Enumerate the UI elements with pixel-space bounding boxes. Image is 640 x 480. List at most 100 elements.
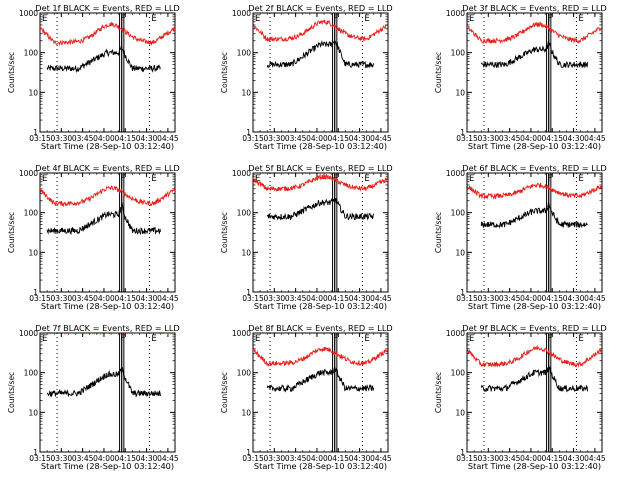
series-lld-line — [253, 346, 388, 367]
y-axis-label: Counts/sec — [7, 372, 16, 413]
plot-frame — [466, 12, 603, 133]
panel-8: Det 8f BLACK = Events, RED = LLD 1 10 100 10… — [220, 323, 393, 471]
x-tick-label: 04:30 — [563, 454, 585, 463]
interval-box — [334, 172, 338, 293]
series-lld-line — [40, 22, 175, 47]
y-axis-label: Counts/sec — [220, 372, 229, 413]
x-tick-label: 04:30 — [136, 454, 158, 463]
x-tick-label: 03:30 — [478, 454, 500, 463]
y-tick-label: 1000 — [446, 329, 465, 338]
marker-label-f: F — [121, 14, 126, 24]
x-tick-label: 04:00 — [306, 294, 328, 303]
x-tick-label: 03:30 — [51, 454, 73, 463]
y-axis-label: Counts/sec — [220, 212, 229, 253]
x-tick-label: 04:15 — [541, 134, 563, 143]
interval-box — [334, 332, 338, 453]
y-tick-label: 10 — [241, 88, 251, 97]
panel-6: Det 6f BLACK = Events, RED = LLD 1 10 100 10… — [434, 163, 607, 311]
x-axis-label: Start Time (28-Sep-10 03:12:40) — [468, 141, 601, 151]
panel-title: Det 8f BLACK = Events, RED = LLD — [248, 323, 392, 333]
x-tick-label: 04:15 — [114, 134, 136, 143]
x-tick-label: 04:30 — [563, 134, 585, 143]
marker-label-e: E — [255, 174, 260, 184]
x-tick-label: 04:30 — [349, 454, 371, 463]
plot-frame — [39, 172, 176, 293]
y-axis-label: Counts/sec — [434, 212, 443, 253]
series-events-line — [480, 201, 588, 229]
x-tick-label: 03:15 — [242, 454, 264, 463]
y-axis-label: Counts/sec — [220, 52, 229, 93]
marker-label-e: E — [151, 334, 156, 344]
y-tick-label: 1 — [33, 128, 38, 137]
y-tick-label: 100 — [237, 49, 252, 58]
series-events-line — [47, 367, 161, 398]
interval-box — [121, 12, 125, 133]
marker-label-e: E — [578, 334, 583, 344]
x-tick-label: 03:15 — [456, 294, 478, 303]
x-tick-label: 03:15 — [242, 134, 264, 143]
x-tick-label: 04:00 — [93, 454, 115, 463]
plot-frame — [39, 332, 176, 453]
y-axis-label: Counts/sec — [7, 52, 16, 93]
marker-label-f: F — [121, 334, 126, 344]
x-tick-label: 03:45 — [72, 134, 94, 143]
marker-label-f: F — [548, 174, 553, 184]
marker-label-e: E — [364, 14, 369, 24]
series-events-line — [46, 45, 161, 74]
y-tick-label: 10 — [455, 248, 465, 257]
y-tick-label: 1000 — [446, 9, 465, 18]
x-tick-label: 03:45 — [499, 294, 521, 303]
marker-label-e: E — [255, 14, 260, 24]
x-tick-label: 03:45 — [72, 454, 94, 463]
data-layer — [40, 333, 175, 398]
y-tick-label: 10 — [241, 248, 251, 257]
x-tick-label: 04:45 — [584, 454, 606, 463]
x-tick-label: 04:30 — [349, 134, 371, 143]
x-tick-label: 04:00 — [520, 454, 542, 463]
panel-title: Det 2f BLACK = Events, RED = LLD — [248, 3, 392, 13]
panel-3: Det 3f BLACK = Events, RED = LLD 1 10 100 10… — [434, 3, 607, 151]
plot-frame — [466, 332, 603, 453]
interval-box — [334, 12, 338, 133]
interval-box — [121, 332, 125, 453]
x-tick-label: 04:45 — [157, 454, 179, 463]
x-tick-label: 04:45 — [157, 134, 179, 143]
marker-label-e: E — [469, 14, 474, 24]
x-tick-label: 04:45 — [370, 134, 392, 143]
x-tick-label: 04:15 — [541, 454, 563, 463]
marker-label-e: E — [42, 14, 47, 24]
x-tick-label: 03:15 — [29, 134, 51, 143]
x-tick-label: 04:15 — [114, 294, 136, 303]
y-tick-label: 100 — [24, 209, 39, 218]
y-tick-label: 100 — [24, 49, 39, 58]
x-axis-label: Start Time (28-Sep-10 03:12:40) — [41, 301, 174, 311]
marker-label-f: F — [334, 334, 339, 344]
series-lld-line — [40, 185, 175, 208]
interval-box — [121, 172, 125, 293]
y-axis-label: Counts/sec — [7, 212, 16, 253]
series-lld-line — [467, 344, 602, 368]
y-tick-label: 10 — [28, 408, 38, 417]
y-tick-label: 100 — [451, 369, 466, 378]
y-tick-label: 10 — [455, 88, 465, 97]
series-events-line — [266, 39, 375, 69]
x-tick-label: 04:45 — [370, 294, 392, 303]
data-layer — [467, 182, 602, 229]
x-tick-label: 04:00 — [306, 134, 328, 143]
x-tick-label: 04:45 — [157, 294, 179, 303]
panel-title: Det 7f BLACK = Events, RED = LLD — [35, 323, 179, 333]
x-tick-label: 04:00 — [520, 294, 542, 303]
panel-title: Det 6f BLACK = Events, RED = LLD — [462, 163, 606, 173]
panel-title: Det 1f BLACK = Events, RED = LLD — [35, 3, 179, 13]
x-axis-label: Start Time (28-Sep-10 03:12:40) — [254, 461, 387, 471]
panel-title: Det 5f BLACK = Events, RED = LLD — [248, 163, 392, 173]
panel-title: Det 3f BLACK = Events, RED = LLD — [462, 3, 606, 13]
x-tick-label: 04:15 — [541, 294, 563, 303]
x-tick-label: 04:30 — [136, 294, 158, 303]
series-events-line — [46, 201, 161, 236]
data-layer — [253, 173, 388, 221]
y-tick-label: 100 — [237, 209, 252, 218]
y-tick-label: 1000 — [232, 329, 251, 338]
x-tick-label: 03:30 — [264, 294, 286, 303]
x-tick-label: 04:00 — [306, 454, 328, 463]
